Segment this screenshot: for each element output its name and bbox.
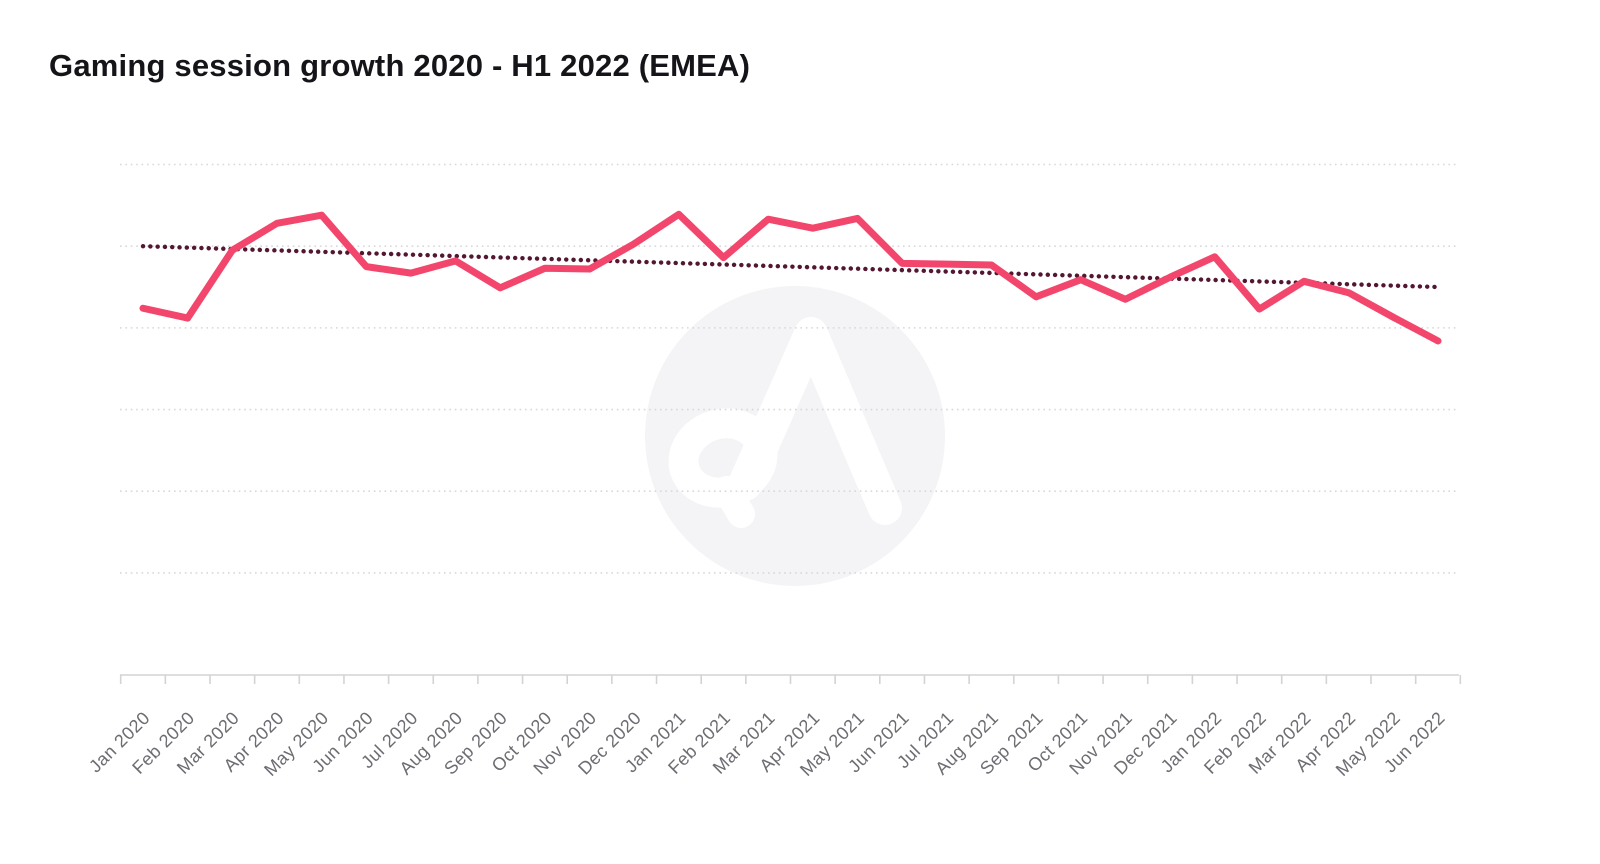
adjust-logo-watermark bbox=[645, 286, 945, 586]
sessions-line bbox=[139, 210, 1442, 345]
chart-title: Gaming session growth 2020 - H1 2022 (EM… bbox=[49, 48, 751, 83]
watermark-tail-icon bbox=[713, 476, 755, 528]
trend-line bbox=[140, 243, 1441, 290]
